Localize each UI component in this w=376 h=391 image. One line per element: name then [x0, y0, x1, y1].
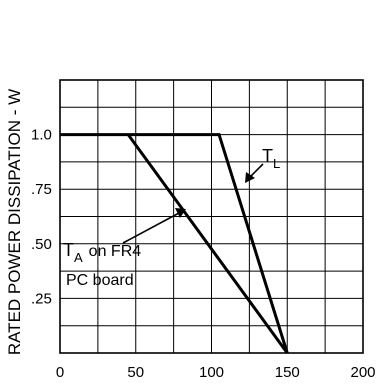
- grid: [60, 80, 363, 353]
- y-tick-label: .50: [31, 236, 52, 253]
- x-tick-labels: 0 50 100 150 200: [56, 364, 376, 381]
- series-lines: [60, 133, 289, 354]
- y-axis-label: RATED POWER DISSIPATION - W: [5, 89, 24, 355]
- ta-arrow-head: [175, 208, 186, 218]
- ta-rest-text: on FR4: [89, 243, 142, 260]
- ta-main-text: T: [63, 240, 74, 260]
- svg-text:TL: TL: [262, 146, 280, 171]
- ta-annotation: TA on FR4 PC board: [63, 208, 186, 289]
- ta-line2-text: PC board: [66, 272, 134, 289]
- tl-annotation: TL: [245, 146, 280, 183]
- x-tick-label: 0: [56, 364, 64, 381]
- x-tick-label: 200: [350, 364, 375, 381]
- series-line-ta: [126, 133, 289, 354]
- ta-sub-text: A: [74, 250, 83, 265]
- y-tick-label: .75: [31, 181, 52, 198]
- y-tick-labels: .25 .50 .75 1.0: [31, 127, 52, 308]
- tl-arrow-line: [249, 163, 264, 178]
- tl-sub-text: L: [273, 156, 280, 171]
- y-tick-label: .25: [31, 290, 52, 307]
- x-tick-label: 150: [275, 364, 300, 381]
- ta-arrow-line: [122, 212, 180, 244]
- series-line-tl: [60, 133, 289, 354]
- y-tick-label: 1.0: [31, 127, 52, 144]
- x-tick-label: 100: [199, 364, 224, 381]
- plot-frame: [59, 79, 364, 354]
- tl-main-text: T: [262, 146, 273, 166]
- tl-arrow-head: [245, 172, 255, 183]
- x-tick-label: 50: [127, 364, 144, 381]
